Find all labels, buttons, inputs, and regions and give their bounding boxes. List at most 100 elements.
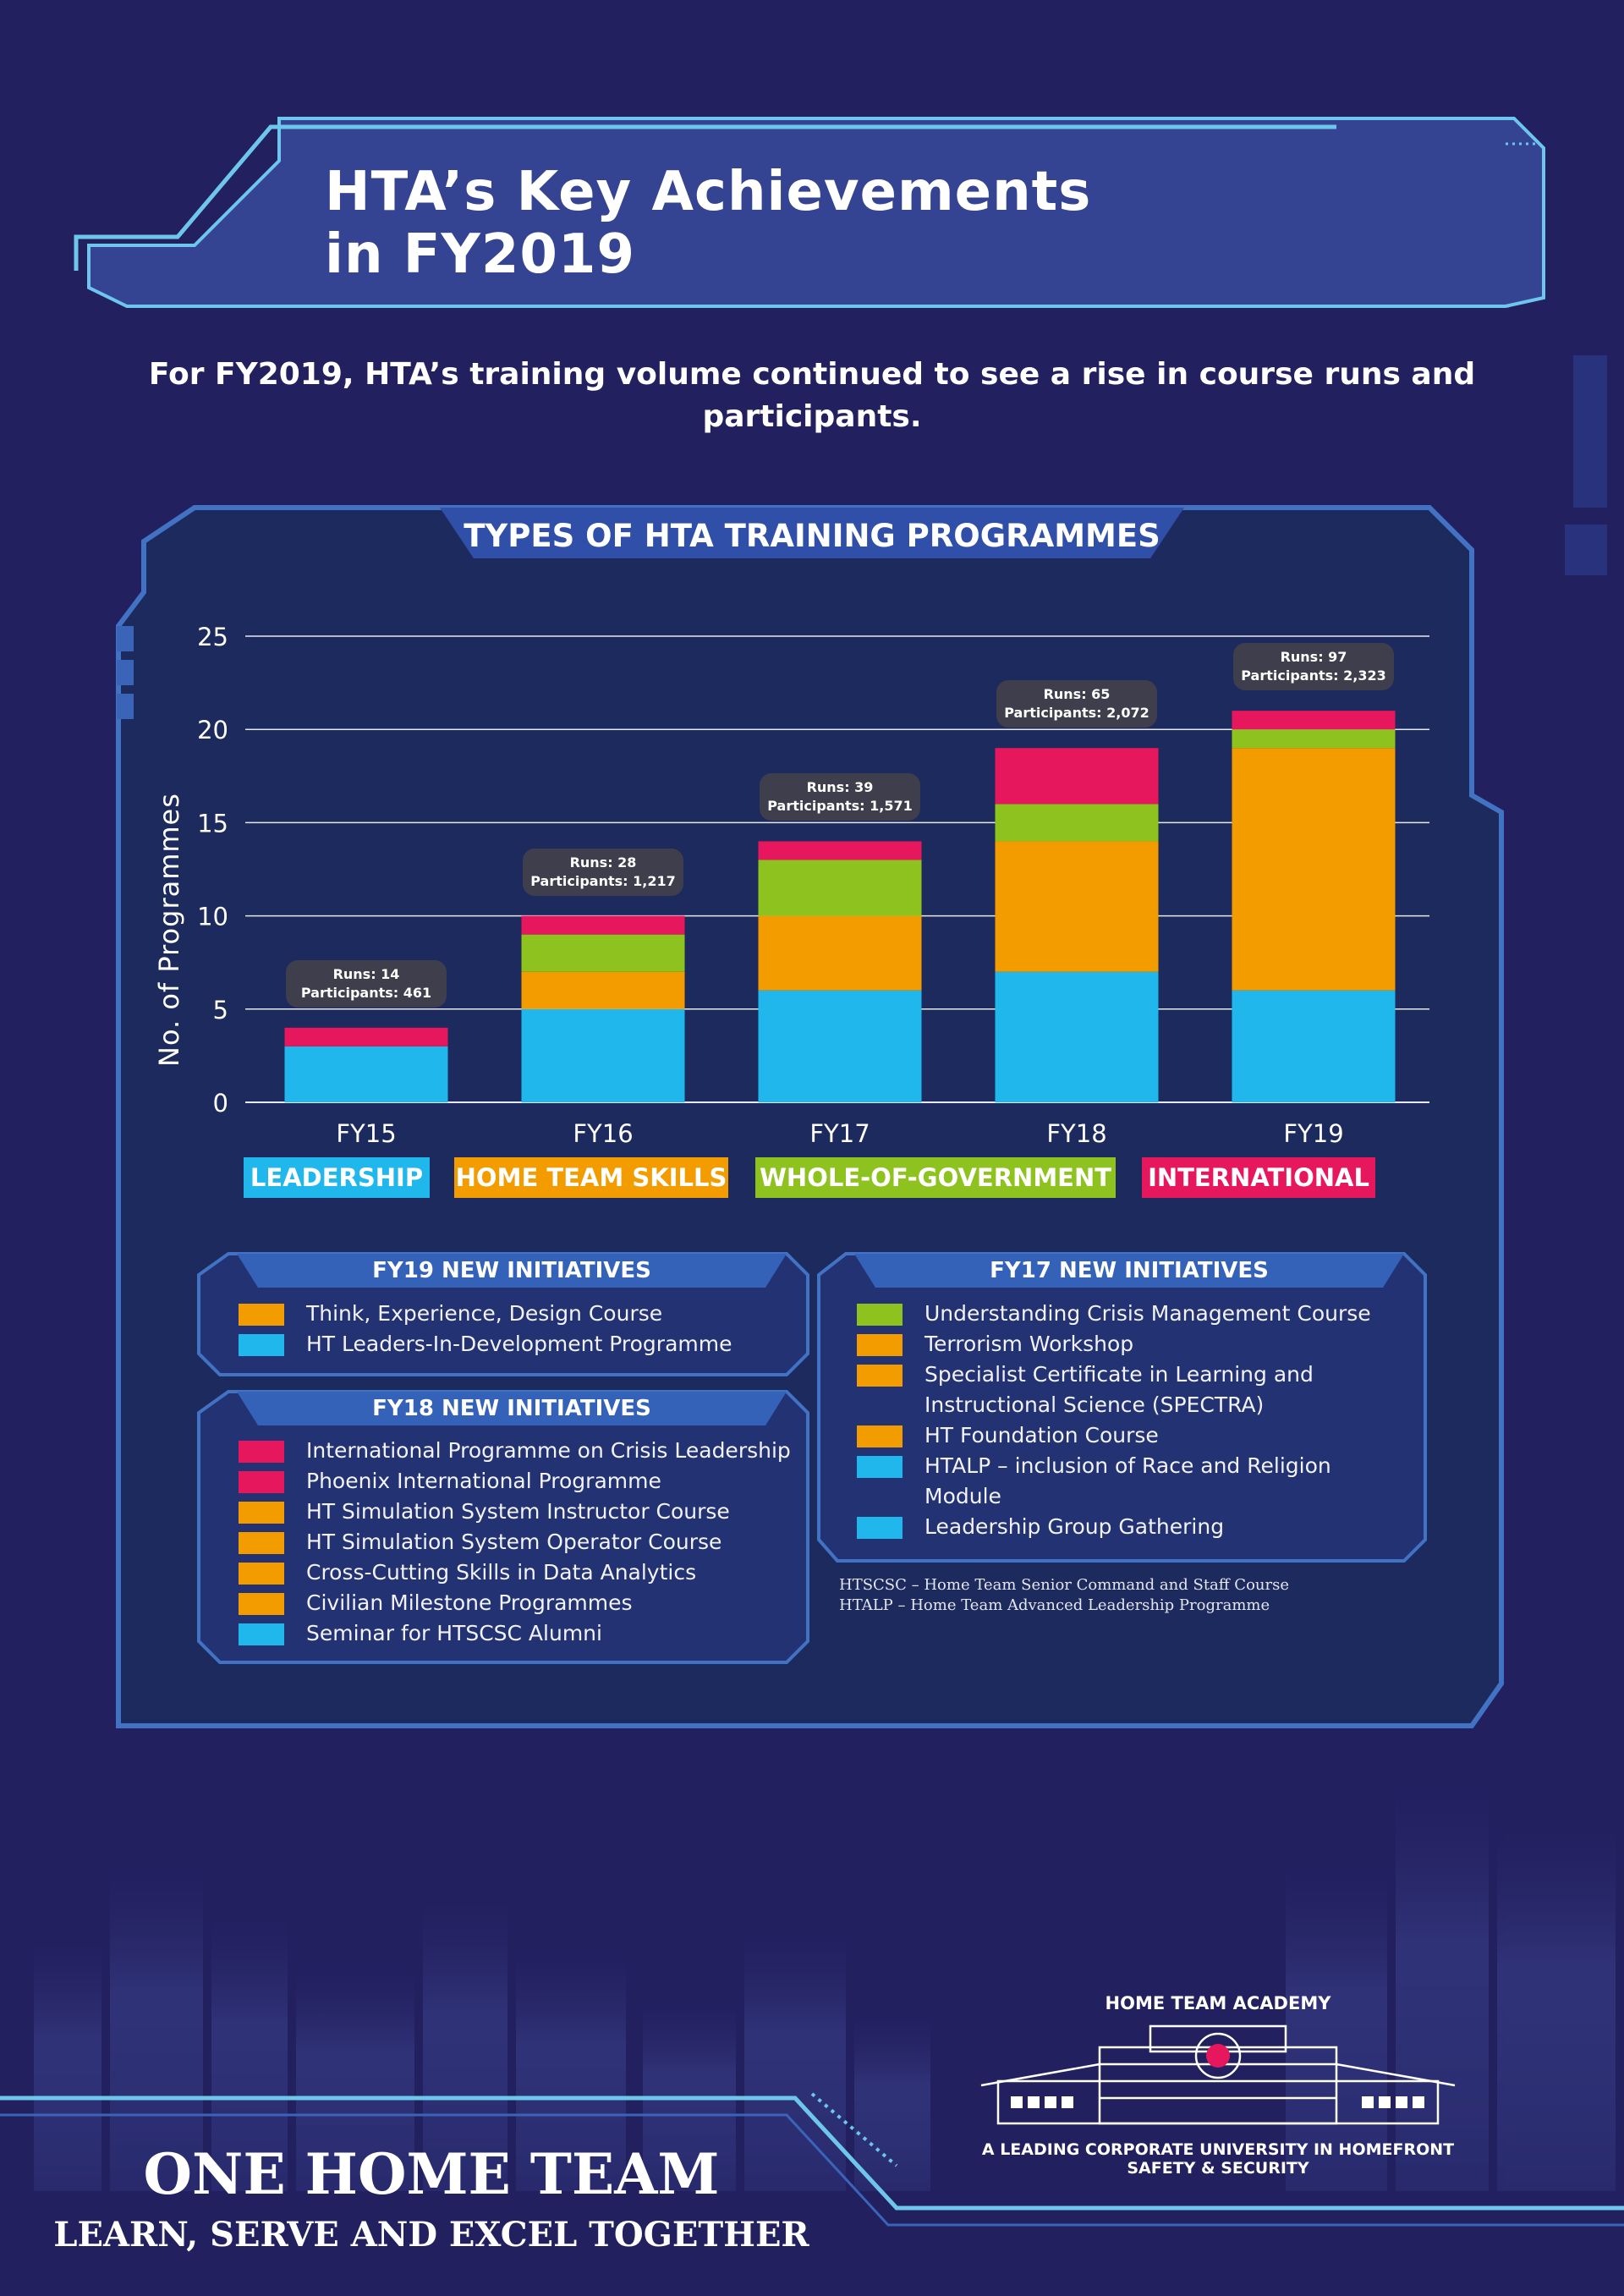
initiative-label: Understanding Crisis Management Course <box>924 1301 1371 1326</box>
initiative-item: Seminar for HTSCSC Alumni <box>306 1618 814 1649</box>
fy18-panel-title: FY18 NEW INITIATIVES <box>372 1396 651 1421</box>
initiative-label: HT Simulation System Instructor Course <box>306 1499 730 1524</box>
initiative-item: HT Foundation Course <box>924 1420 1432 1451</box>
bar-fy17-home-team-skills <box>758 915 922 991</box>
fy17-panel-title: FY17 NEW INITIATIVES <box>990 1258 1269 1283</box>
annotation-runs: Runs: 97 <box>1280 649 1347 666</box>
y-tick-label: 25 <box>197 623 228 651</box>
bar-fy19-home-team-skills <box>1232 748 1396 991</box>
legend-swatch <box>239 1502 284 1524</box>
legend-swatch <box>239 1593 284 1615</box>
slogan-one-home-team: ONE HOME TEAM <box>143 2141 720 2207</box>
bar-fy18-home-team-skills <box>995 841 1159 972</box>
initiative-item: HTALP – inclusion of Race and Religion Mo… <box>924 1451 1432 1512</box>
x-tick-label: FY19 <box>1283 1119 1343 1148</box>
bar-fy17-international <box>758 841 922 860</box>
bar-fy18-international <box>995 748 1159 805</box>
initiative-item: Understanding Crisis Management Course <box>924 1299 1432 1329</box>
bar-fy16-leadership <box>521 1008 685 1102</box>
legend-swatch <box>857 1365 903 1387</box>
legend-home-team-skills: HOME TEAM SKILLS <box>454 1157 728 1198</box>
legend-whole-of-government: WHOLE-OF-GOVERNMENT <box>755 1157 1116 1198</box>
initiative-label-continued: Instructional Science (SPECTRA) <box>924 1392 1265 1417</box>
initiative-label: International Programme on Crisis Leader… <box>306 1438 791 1463</box>
annotation-runs: Runs: 39 <box>806 779 874 796</box>
org-name: HOME TEAM ACADEMY <box>1105 1993 1331 2013</box>
legend-swatch <box>239 1304 284 1326</box>
legend-swatch <box>239 1334 284 1356</box>
annotation-fy15: Runs: 14 Participants: 461 <box>286 959 447 1008</box>
initiative-label: HT Foundation Course <box>924 1423 1159 1447</box>
annotation-runs: Runs: 28 <box>569 854 637 871</box>
initiative-label: Leadership Group Gathering <box>924 1514 1225 1539</box>
annotation-participants: Participants: 2,323 <box>1241 667 1386 684</box>
initiative-label: HT Leaders-In-Development Programme <box>306 1332 732 1356</box>
initiative-label: HTALP – inclusion of Race and Religion <box>924 1453 1331 1478</box>
initiative-item: International Programme on Crisis Leader… <box>306 1436 814 1466</box>
initiative-label: Specialist Certificate in Learning and <box>924 1362 1314 1387</box>
initiative-label: Cross-Cutting Skills in Data Analytics <box>306 1560 697 1585</box>
bar-fy15-leadership <box>284 1046 448 1102</box>
y-tick-label: 15 <box>197 809 228 838</box>
legend-swatch <box>239 1441 284 1463</box>
bar-fy16-international <box>521 915 685 935</box>
annotation-runs: Runs: 65 <box>1043 686 1111 703</box>
bar-fy15-international <box>284 1027 448 1046</box>
initiative-label: HT Simulation System Operator Course <box>306 1530 722 1554</box>
legend-swatch <box>857 1304 903 1326</box>
x-tick-label: FY17 <box>809 1119 870 1148</box>
y-tick-label: 20 <box>197 716 228 744</box>
legend-international: INTERNATIONAL <box>1142 1157 1375 1198</box>
initiative-item: Think, Experience, Design Course <box>306 1299 814 1329</box>
annotation-participants: Participants: 1,571 <box>767 798 913 815</box>
bar-fy18-leadership <box>995 971 1159 1102</box>
initiative-item: HT Leaders-In-Development Programme <box>306 1329 814 1359</box>
footnote-htalp: HTALP – Home Team Advanced Leadership Pr… <box>839 1596 1270 1614</box>
legend-swatch <box>857 1456 903 1478</box>
bar-fy17-leadership <box>758 990 922 1102</box>
initiative-item: Phoenix International Programme <box>306 1466 814 1497</box>
y-tick-label: 0 <box>213 1089 228 1118</box>
annotation-fy18: Runs: 65 Participants: 2,072 <box>996 680 1157 728</box>
x-tick-label: FY15 <box>336 1119 396 1148</box>
legend-swatch <box>857 1425 903 1447</box>
org-tagline: A LEADING CORPORATE UNIVERSITY IN HOMEFR… <box>981 2140 1455 2178</box>
bar-fy16-home-team-skills <box>521 971 685 1009</box>
bar-fy18-whole-of-government <box>995 804 1159 842</box>
legend-swatch <box>239 1471 284 1493</box>
bar-chart: 0 5 10 15 20 25 FY15 FY16 FY17 FY18 FY19 <box>197 623 1429 1148</box>
slogan-learn-serve-excel: LEARN, SERVE AND EXCEL TOGETHER <box>53 2215 809 2255</box>
initiative-label: Phoenix International Programme <box>306 1469 661 1493</box>
initiative-item: HT Simulation System Instructor Course <box>306 1497 814 1527</box>
initiative-item: Specialist Certificate in Learning and In… <box>924 1359 1432 1420</box>
page-title: HTA’s Key Achievements in FY2019 <box>325 161 1424 286</box>
annotation-fy17: Runs: 39 Participants: 1,571 <box>760 773 920 821</box>
initiative-label: Think, Experience, Design Course <box>306 1301 663 1326</box>
x-tick-label: FY18 <box>1046 1119 1106 1148</box>
bar-fy17-whole-of-government <box>758 860 922 916</box>
initiative-label: Terrorism Workshop <box>924 1332 1134 1356</box>
annotation-participants: Participants: 1,217 <box>530 872 676 889</box>
chart-title: TYPES OF HTA TRAINING PROGRAMMES <box>464 518 1160 554</box>
y-tick-label: 10 <box>197 903 228 931</box>
intro-text: For FY2019, HTA’s training volume contin… <box>148 357 1476 434</box>
legend-swatch <box>239 1623 284 1645</box>
initiative-item: Leadership Group Gathering <box>924 1512 1432 1542</box>
legend-swatch <box>239 1532 284 1554</box>
initiative-item: HT Simulation System Operator Course <box>306 1527 814 1557</box>
legend-swatch <box>857 1334 903 1356</box>
bar-fy16-whole-of-government <box>521 934 685 972</box>
bar-fy19-international <box>1232 711 1396 730</box>
x-tick-label: FY16 <box>573 1119 633 1148</box>
initiative-item: Terrorism Workshop <box>924 1329 1432 1359</box>
legend-leadership: LEADERSHIP <box>244 1157 430 1198</box>
initiative-label-continued: Module <box>924 1484 1001 1508</box>
bar-fy19-whole-of-government <box>1232 729 1396 749</box>
initiative-item: Cross-Cutting Skills in Data Analytics <box>306 1557 814 1588</box>
annotation-participants: Participants: 2,072 <box>1004 705 1149 722</box>
bar-fy19-leadership <box>1232 990 1396 1102</box>
footnote-htscsc: HTSCSC – Home Team Senior Command and St… <box>839 1576 1289 1594</box>
legend-swatch <box>857 1517 903 1539</box>
legend-swatch <box>239 1563 284 1585</box>
annotation-participants: Participants: 461 <box>300 984 432 1001</box>
